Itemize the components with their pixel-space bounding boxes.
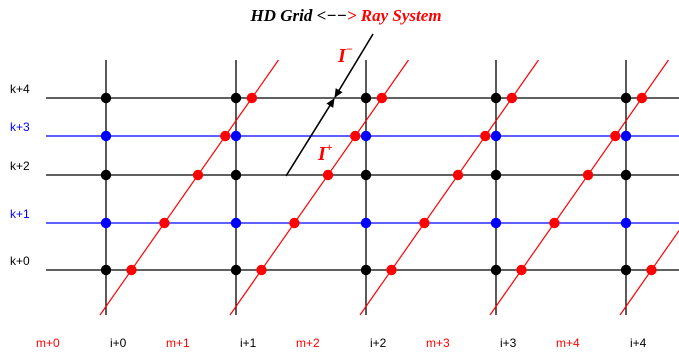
title-part-ray: > Ray System bbox=[347, 6, 442, 25]
row-label-k+2: k+2 bbox=[10, 159, 30, 173]
ray-node bbox=[610, 130, 621, 142]
title-part-grid: HD Grid <−− bbox=[249, 6, 346, 25]
grid-node bbox=[620, 217, 632, 229]
ray-node bbox=[452, 169, 464, 181]
column-labels: i+0 i+1 i+2 i+3 i+4 bbox=[110, 336, 647, 350]
column-label-i+4: i+4 bbox=[630, 336, 647, 350]
grid-node bbox=[230, 217, 242, 229]
row-labels: k+0 k+1 k+2 k+3 k+4 bbox=[10, 82, 30, 268]
ray-node bbox=[376, 92, 388, 104]
ray-node bbox=[350, 130, 361, 142]
grid-node bbox=[620, 92, 632, 104]
incoming-intensity-label: I− bbox=[337, 42, 353, 67]
diagram-title: HD Grid <−−> Ray System bbox=[249, 6, 441, 25]
grid-node bbox=[620, 264, 632, 276]
ray-node bbox=[386, 264, 397, 276]
grid-node bbox=[490, 264, 502, 276]
incoming-intensity-symbol: I bbox=[337, 45, 347, 67]
outgoing-intensity-label: I+ bbox=[317, 140, 333, 165]
grid-node bbox=[230, 264, 242, 276]
grid-nodes bbox=[100, 92, 632, 276]
grid-node bbox=[620, 130, 632, 142]
incoming-intensity-arrow bbox=[334, 33, 374, 98]
grid-node bbox=[620, 169, 632, 181]
column-label-i+2: i+2 bbox=[370, 336, 387, 350]
grid-node bbox=[490, 169, 502, 181]
grid-node bbox=[100, 169, 112, 181]
ray-label-m+2: m+2 bbox=[296, 336, 320, 350]
row-label-k+1: k+1 bbox=[10, 207, 30, 221]
ray-arrows bbox=[285, 33, 374, 177]
grid-node bbox=[230, 169, 242, 181]
grid-node bbox=[100, 264, 112, 276]
ray-labels: m+0 m+1 m+2 m+3 m+4 bbox=[36, 336, 580, 350]
ray-node bbox=[126, 264, 137, 276]
ray-intersection-nodes bbox=[126, 92, 657, 276]
ray-node bbox=[516, 264, 527, 276]
grid-node bbox=[360, 169, 372, 181]
grid-node bbox=[490, 130, 502, 142]
row-label-k+0: k+0 bbox=[10, 254, 30, 268]
ray-node bbox=[192, 169, 204, 181]
grid-node bbox=[360, 217, 372, 229]
ray-node bbox=[256, 264, 267, 276]
ray-node bbox=[419, 217, 430, 229]
incoming-intensity-sup: − bbox=[346, 42, 353, 56]
row-label-k+4: k+4 bbox=[10, 82, 30, 96]
grid-node bbox=[490, 217, 502, 229]
grid-node bbox=[490, 92, 502, 104]
column-label-i+3: i+3 bbox=[500, 336, 517, 350]
ray-label-m+0: m+0 bbox=[36, 336, 60, 350]
ray-node bbox=[322, 169, 334, 181]
outgoing-intensity-symbol: I bbox=[317, 143, 327, 165]
ray-node bbox=[549, 217, 560, 229]
row-label-k+3: k+3 bbox=[10, 120, 30, 134]
ray-node bbox=[289, 217, 300, 229]
grid-node bbox=[360, 92, 372, 104]
grid-node bbox=[230, 92, 242, 104]
ray-node bbox=[646, 264, 657, 276]
grid-node bbox=[100, 130, 112, 142]
ray-node bbox=[480, 130, 491, 142]
ray-node bbox=[636, 92, 648, 104]
ray-label-m+4: m+4 bbox=[556, 336, 580, 350]
ray-node bbox=[220, 130, 231, 142]
grid-node bbox=[100, 92, 112, 104]
grid-node bbox=[100, 217, 112, 229]
outgoing-intensity-sup: + bbox=[326, 140, 333, 154]
ray-node bbox=[159, 217, 170, 229]
outgoing-intensity-arrow bbox=[285, 98, 335, 177]
column-label-i+1: i+1 bbox=[240, 336, 257, 350]
ray-node bbox=[582, 169, 594, 181]
ray-node bbox=[506, 92, 518, 104]
ray-node bbox=[246, 92, 258, 104]
ray-label-m+3: m+3 bbox=[426, 336, 450, 350]
grid-node bbox=[230, 130, 242, 142]
grid-node bbox=[360, 264, 372, 276]
ray-label-m+1: m+1 bbox=[166, 336, 190, 350]
grid-node bbox=[360, 130, 372, 142]
column-label-i+0: i+0 bbox=[110, 336, 127, 350]
